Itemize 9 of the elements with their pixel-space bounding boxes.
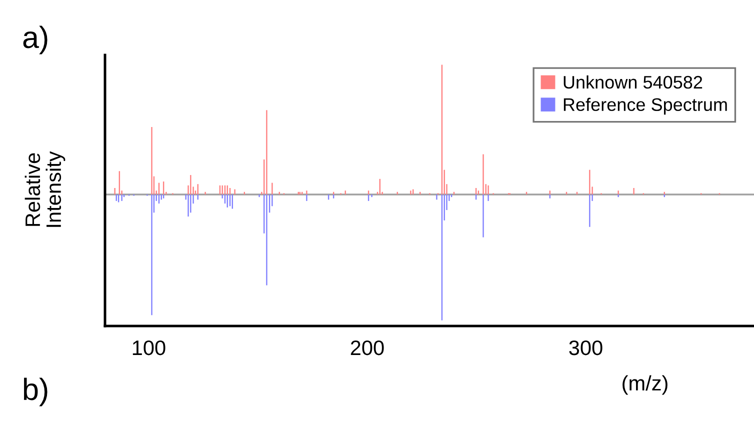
x-tick-label: 300 [569, 340, 602, 356]
legend-label: Reference Spectrum [564, 98, 727, 115]
text: b) [24, 378, 48, 406]
legend-label: Unknown 540582 [564, 75, 702, 89]
y-axis-title: Relative Intensity [24, 151, 66, 227]
text: a) [23, 26, 48, 54]
x-tick-label: 100 [132, 340, 166, 356]
x-tick-label: 200 [350, 340, 384, 356]
x-axis-title: (m/z) [622, 375, 668, 395]
